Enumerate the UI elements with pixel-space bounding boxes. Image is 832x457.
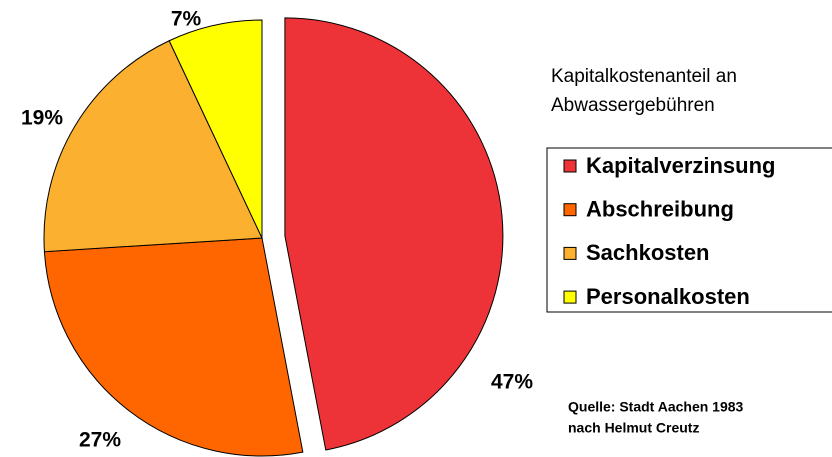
pie-slice [43,40,263,253]
slice-label: 19% [21,107,63,130]
chart-title: Abwassergebühren [551,95,715,116]
source-note: Quelle: Stadt Aachen 1983 [568,399,744,415]
chart-title: Kapitalkostenanteil an [551,66,737,87]
legend-swatch [563,290,577,304]
legend-label: Abschreibung [586,197,734,222]
pie-slice [168,19,263,239]
slice-label: 27% [79,429,121,452]
source-note: nach Helmut Creutz [568,420,699,436]
legend-swatch [563,159,577,173]
legend-label: Kapitalverzinsung [586,153,775,178]
slice-label: 7% [171,8,202,31]
legend-label: Sachkosten [586,240,710,265]
pie-slice [43,237,304,457]
legend-swatch [563,246,577,260]
pie-slice [284,17,504,451]
slice-label: 47% [491,371,533,394]
legend-box [546,147,832,313]
legend-swatch [563,203,577,217]
legend-label: Personalkosten [586,284,750,309]
